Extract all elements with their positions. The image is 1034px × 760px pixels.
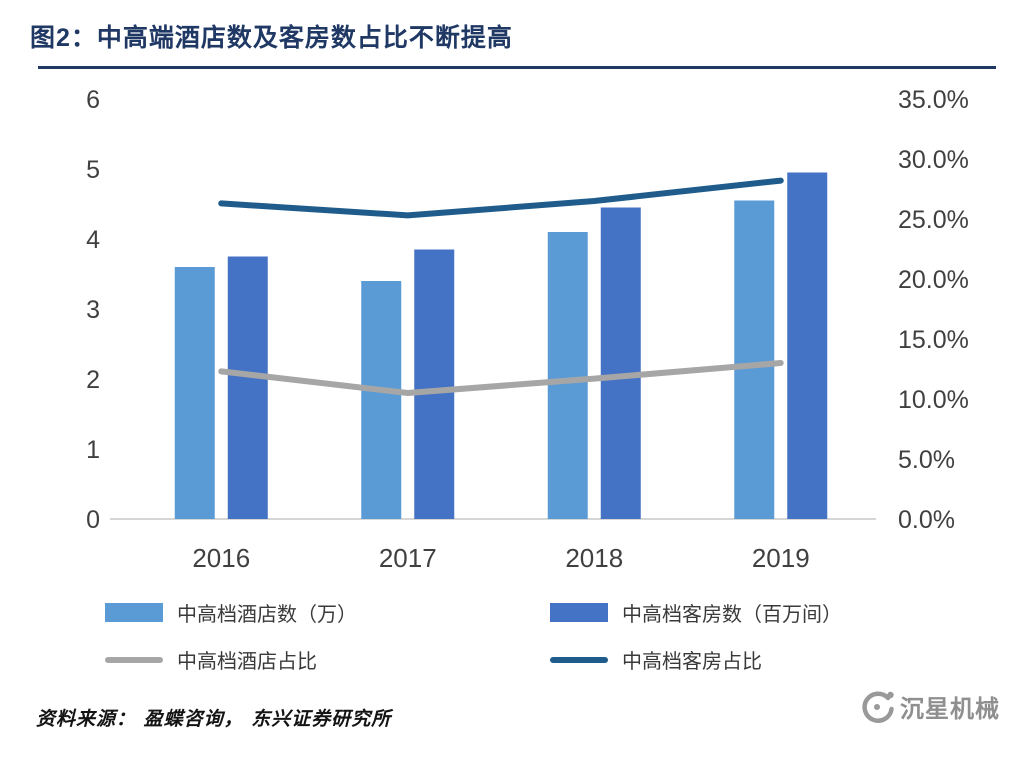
x-axis-label: 2018 <box>565 543 623 573</box>
figure-footer: 资料来源： 盈蝶咨询， 东兴证券研究所 沉星机械 <box>0 691 1034 731</box>
right-axis-tick: 25.0% <box>898 206 969 234</box>
brand-watermark: 沉星机械 <box>857 688 1000 724</box>
right-axis-tick: 15.0% <box>898 326 969 354</box>
bar-room-count <box>600 207 641 519</box>
legend-item: 中高档客房占比 <box>550 645 1034 674</box>
legend-item: 中高档酒店占比 <box>105 645 550 674</box>
source-note: 资料来源： 盈蝶咨询， 东兴证券研究所 <box>36 708 392 730</box>
brand-name: 沉星机械 <box>900 695 1000 723</box>
legend-swatch-bar <box>105 603 163 622</box>
bar-room-count <box>227 256 268 519</box>
bar-hotel-count <box>734 200 775 519</box>
left-axis-tick: 3 <box>86 296 100 324</box>
right-axis-tick: 5.0% <box>898 446 955 474</box>
legend-swatch-line <box>550 656 608 663</box>
chart-legend: 中高档酒店数（万） 中高档客房数（百万间） 中高档酒店占比 中高档客房占比 <box>0 598 1034 674</box>
title-underline <box>38 66 996 69</box>
chart-area: 0 1 2 3 4 5 6 0.0% 5.0% 10.0% 15.0% 20.0% 25.0% 30.0%… <box>0 81 1034 596</box>
legend-item: 中高档酒店数（万） <box>105 598 550 627</box>
x-axis-label: 2019 <box>752 543 810 573</box>
bar-room-count <box>787 172 828 519</box>
right-axis-tick: 10.0% <box>898 386 969 414</box>
left-axis-tick: 6 <box>86 86 100 114</box>
line-hotel-share <box>218 360 784 396</box>
legend-label: 中高档客房数（百万间） <box>622 604 842 626</box>
legend-label: 中高档酒店占比 <box>177 651 317 673</box>
page-title: 图2：中高端酒店数及客房数占比不断提高 <box>30 24 513 52</box>
right-axis-tick: 30.0% <box>898 146 969 174</box>
legend-label: 中高档客房占比 <box>622 651 762 673</box>
left-axis-tick: 2 <box>86 366 100 394</box>
left-axis-tick: 5 <box>86 156 100 184</box>
brand-logo-icon <box>862 691 894 723</box>
bar-hotel-count <box>361 281 402 519</box>
bar-hotel-count <box>547 232 588 519</box>
bar-room-count <box>414 249 455 519</box>
x-axis-label: 2017 <box>379 543 437 573</box>
line-room-share <box>218 177 784 219</box>
legend-swatch-line <box>105 656 163 663</box>
bar-hotel-count <box>174 267 215 519</box>
x-axis-label: 2016 <box>192 543 250 573</box>
right-axis-tick: 20.0% <box>898 266 969 294</box>
legend-item: 中高档客房数（百万间） <box>550 598 1034 627</box>
legend-swatch-bar <box>550 603 608 622</box>
right-axis-tick: 0.0% <box>898 506 955 534</box>
right-axis-tick: 35.0% <box>898 86 969 114</box>
left-axis-tick: 0 <box>86 506 100 534</box>
figure-header: 图2：中高端酒店数及客房数占比不断提高 <box>0 0 1034 69</box>
left-axis-tick: 4 <box>86 226 100 254</box>
legend-label: 中高档酒店数（万） <box>177 604 357 626</box>
left-axis-tick: 1 <box>86 436 100 464</box>
combo-chart: 0 1 2 3 4 5 6 0.0% 5.0% 10.0% 15.0% 20.0% 25.0% 30.0%… <box>86 86 969 573</box>
